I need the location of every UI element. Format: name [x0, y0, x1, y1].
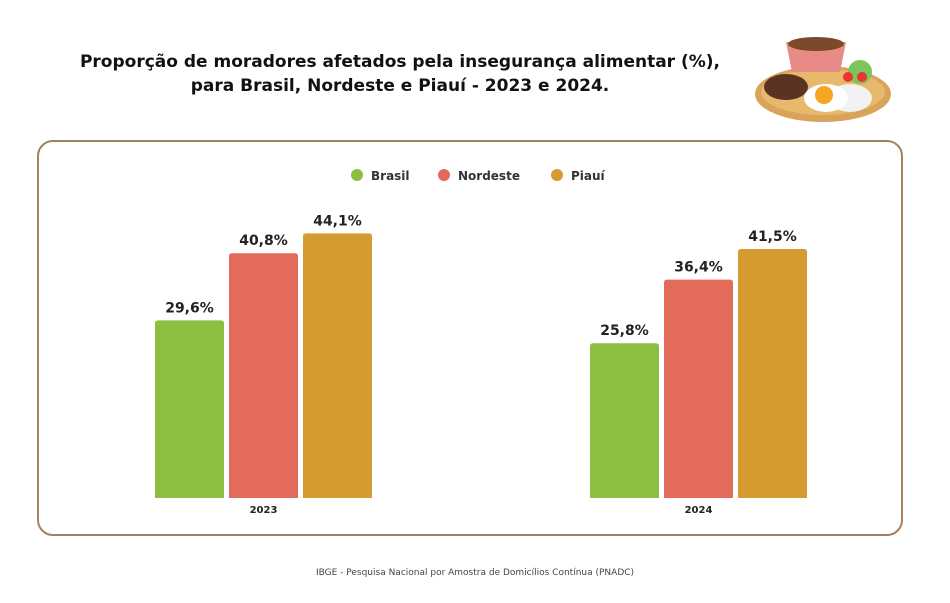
- data-label: 36,4%: [674, 260, 723, 276]
- legend-label-1: Nordeste: [458, 169, 520, 183]
- data-label: 25,8%: [600, 323, 649, 339]
- title-line-1: Proporção de moradores afetados pela ins…: [79, 52, 721, 72]
- x-tick-label: 2024: [685, 505, 713, 516]
- legend-label-0: Brasil: [371, 169, 410, 183]
- legend-swatch-1: [438, 169, 450, 181]
- data-label: 44,1%: [313, 213, 362, 229]
- legend-swatch-2: [551, 169, 563, 181]
- food-plate-illustration: [755, 37, 891, 122]
- title-line-2: para Brasil, Nordeste e Piauí - 2023 e 2…: [190, 76, 610, 96]
- bar-Nordeste-2024: [664, 279, 733, 498]
- data-label: 40,8%: [239, 233, 288, 249]
- data-label: 41,5%: [748, 229, 797, 245]
- bar-Piauí-2024: [738, 249, 807, 498]
- bar-Piauí-2023: [303, 233, 372, 498]
- legend-label-2: Piauí: [571, 169, 606, 183]
- x-tick-label: 2023: [250, 505, 278, 516]
- legend-swatch-0: [351, 169, 363, 181]
- bar-Nordeste-2023: [229, 253, 298, 498]
- bar-Brasil-2023: [155, 320, 224, 498]
- source-note: IBGE - Pesquisa Nacional por Amostra de …: [315, 568, 635, 578]
- data-label: 29,6%: [165, 300, 214, 316]
- chart-frame: [37, 140, 903, 536]
- chart-title: Proporção de moradores afetados pela ins…: [40, 50, 760, 98]
- bar-Brasil-2024: [590, 343, 659, 498]
